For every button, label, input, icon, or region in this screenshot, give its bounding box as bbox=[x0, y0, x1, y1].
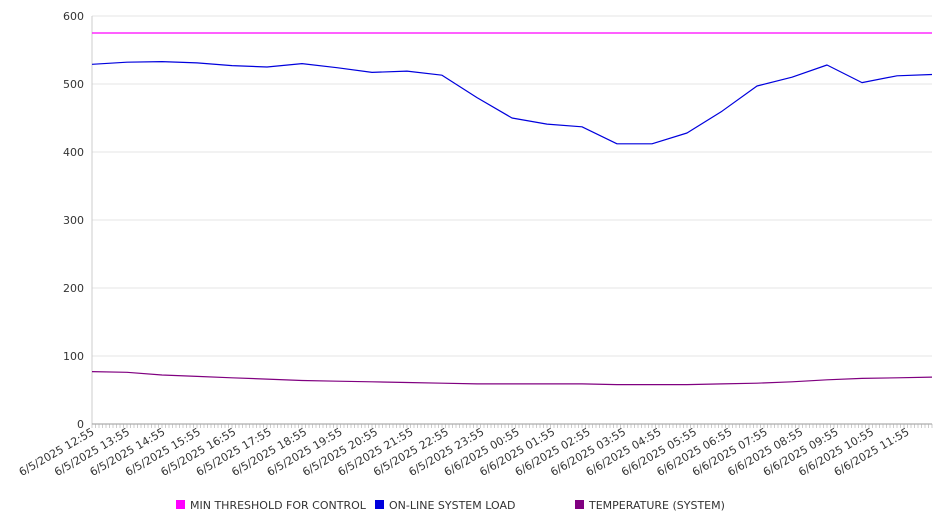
y-tick-label: 0 bbox=[77, 418, 84, 431]
x-tick-labels: 6/5/2025 12:556/5/2025 13:556/5/2025 14:… bbox=[17, 425, 912, 479]
legend-label: MIN THRESHOLD FOR CONTROL bbox=[190, 499, 367, 512]
y-tick-label: 600 bbox=[63, 10, 84, 23]
axis-layer: 0 100 200 300 400 500 600 bbox=[63, 10, 933, 431]
y-tick-label: 100 bbox=[63, 350, 84, 363]
legend-swatch bbox=[375, 500, 384, 509]
series-line-temperature-system bbox=[91, 371, 933, 386]
legend-label: TEMPERATURE (SYSTEM) bbox=[588, 499, 725, 512]
y-tick-label: 300 bbox=[63, 214, 84, 227]
grid-layer bbox=[92, 15, 932, 357]
legend-swatch bbox=[575, 500, 584, 509]
legend: MIN THRESHOLD FOR CONTROL ON-LINE SYSTEM … bbox=[176, 499, 725, 512]
series-line-on-line-system-load bbox=[91, 60, 933, 145]
legend-swatch bbox=[176, 500, 185, 509]
y-tick-label: 500 bbox=[63, 78, 84, 91]
legend-label: ON-LINE SYSTEM LOAD bbox=[389, 499, 515, 512]
series-layer bbox=[91, 32, 933, 386]
y-tick-label: 400 bbox=[63, 146, 84, 159]
y-tick-label: 200 bbox=[63, 282, 84, 295]
